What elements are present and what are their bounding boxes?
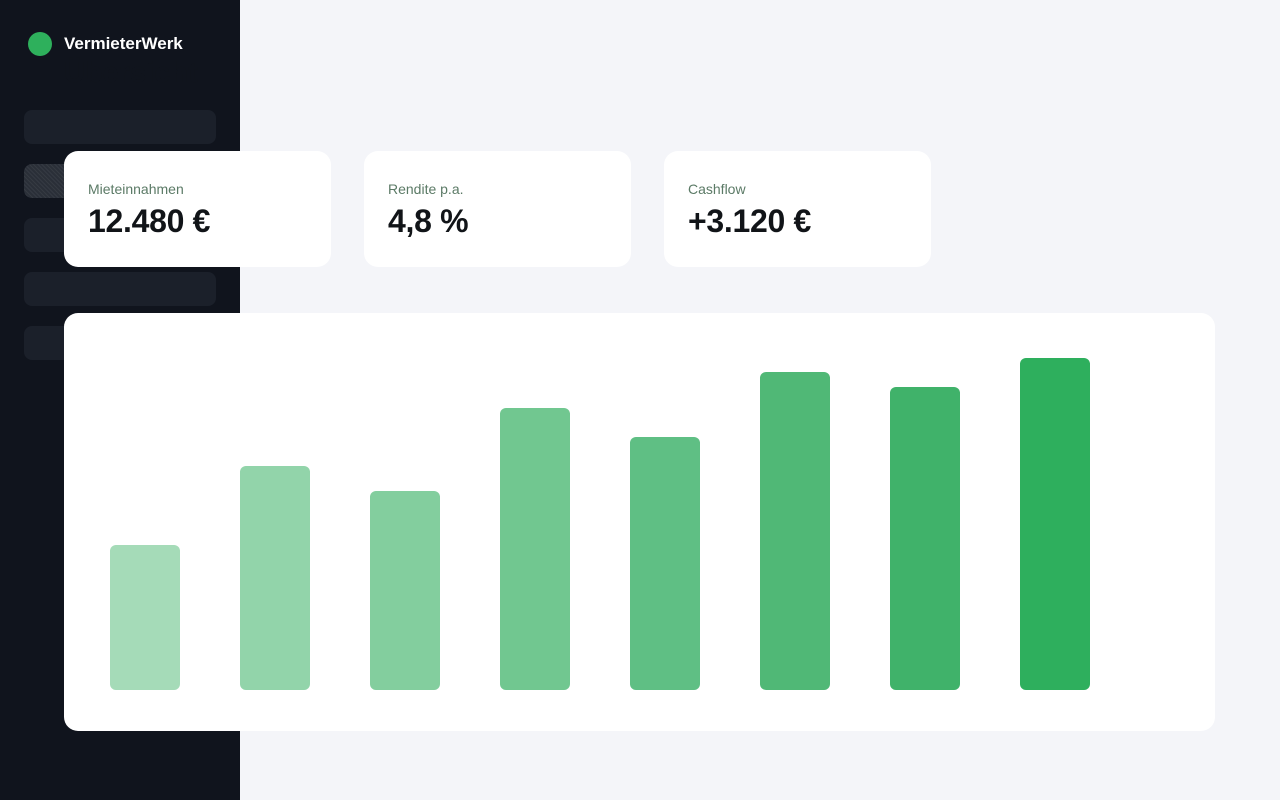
chart-bar-8	[1020, 358, 1090, 690]
chart-bar-3	[370, 491, 440, 690]
kpi-label: Cashflow	[688, 181, 746, 197]
kpi-value: 12.480 €	[88, 203, 211, 239]
chart-bar-2	[240, 466, 310, 690]
bar-chart	[110, 358, 1090, 690]
kpi-card-mieteinnahmen: Mieteinnahmen 12.480 €	[64, 151, 331, 267]
brand-logo-icon	[28, 32, 52, 56]
brand[interactable]: VermieterWerk	[28, 32, 183, 56]
chart-card	[64, 313, 1215, 731]
kpi-value: 4,8 %	[388, 203, 469, 239]
kpi-label: Mieteinnahmen	[88, 181, 184, 197]
kpi-label: Rendite p.a.	[388, 181, 464, 197]
sidebar-item-4[interactable]	[24, 272, 216, 306]
chart-bar-6	[760, 372, 830, 690]
chart-bar-1	[110, 545, 180, 690]
page-title: Übersicht	[64, 57, 198, 89]
kpi-card-cashflow: Cashflow +3.120 €	[664, 151, 931, 267]
kpi-card-rendite: Rendite p.a. 4,8 %	[364, 151, 631, 267]
sidebar-item-1[interactable]	[24, 110, 216, 144]
chart-bar-7	[890, 387, 960, 690]
chart-bar-4	[500, 408, 570, 690]
brand-name: VermieterWerk	[64, 34, 183, 53]
kpi-value: +3.120 €	[688, 203, 812, 239]
chart-bar-5	[630, 437, 700, 690]
